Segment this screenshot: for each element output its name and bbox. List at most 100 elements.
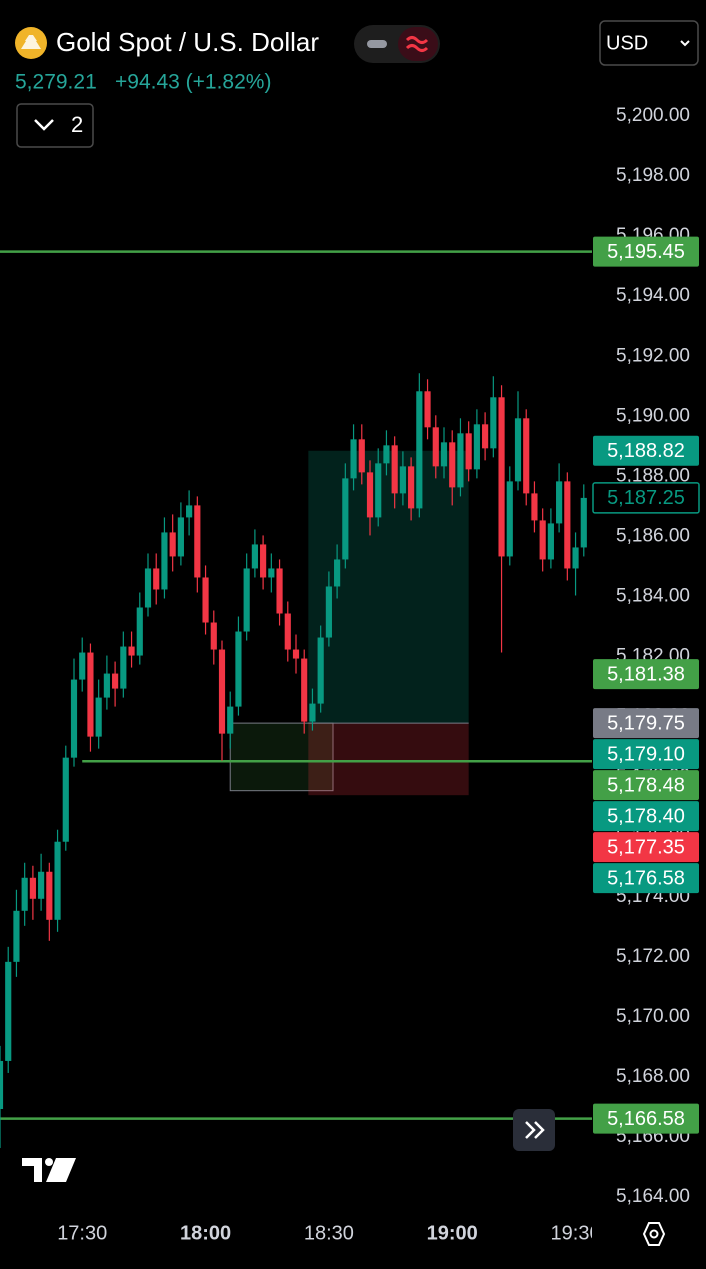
candle-body	[317, 637, 324, 704]
x-tick-label: 18:00	[180, 1222, 231, 1244]
candle-body	[325, 586, 332, 638]
currency-label: USD	[606, 32, 648, 54]
candle-body	[473, 424, 480, 470]
candle-body	[334, 559, 341, 587]
candle-body	[539, 520, 546, 560]
price-tag	[593, 770, 699, 801]
y-tick-label: 5,188.00	[616, 465, 690, 486]
candle-body	[424, 391, 431, 428]
y-tick-label: 5,198.00	[616, 165, 690, 186]
candle-body	[284, 613, 291, 650]
currency-select[interactable]	[599, 20, 699, 66]
x-axis: 17:30 18:00 18:30 19:00 19:30	[57, 1222, 601, 1244]
candle-body	[153, 568, 160, 590]
candle-body	[383, 445, 390, 464]
profit-zone	[308, 450, 469, 724]
price-tag-label: 5,195.45	[607, 241, 685, 263]
status-market	[367, 40, 387, 48]
candle-body	[202, 577, 209, 623]
candle-body	[0, 1060, 4, 1109]
y-tick-label: 5,192.00	[616, 345, 690, 366]
candle-body	[70, 679, 78, 758]
candle-body	[342, 478, 349, 560]
candle-body	[399, 466, 406, 494]
price-tag-label: 5,166.58	[607, 1108, 685, 1130]
y-tick-label: 5,168.00	[616, 1066, 690, 1087]
candle-body	[375, 463, 382, 518]
x-tick-label: 19:30	[551, 1222, 601, 1244]
price-tag	[592, 482, 700, 514]
drawings	[0, 250, 592, 1120]
candle-body	[87, 652, 94, 737]
double-chevron	[525, 1121, 545, 1139]
price-tag	[593, 659, 699, 690]
price-change: +94.43 (+1.82%)	[115, 71, 271, 94]
price-tag-label: 5,176.58	[607, 867, 685, 889]
candle-body	[498, 397, 505, 557]
candle-body	[62, 757, 69, 842]
candle-body	[580, 497, 587, 548]
price-tag-label: 5,177.35	[607, 836, 685, 858]
candles	[0, 373, 587, 1149]
price-tag	[593, 236, 699, 267]
candle-body	[309, 703, 316, 722]
candle-body	[5, 961, 12, 1061]
indicator-count: 2	[71, 112, 83, 137]
price-tag	[593, 832, 699, 863]
candle-body	[243, 568, 250, 632]
price-tag	[593, 739, 699, 770]
candle-body	[235, 631, 242, 707]
candle-body	[218, 649, 226, 734]
candle-body	[358, 439, 365, 473]
y-tick-label: 5,190.00	[616, 405, 690, 426]
candle-body	[572, 547, 579, 569]
candle-body	[490, 397, 497, 449]
candle-body	[531, 493, 538, 521]
candle-body	[210, 622, 217, 650]
y-tick-label: 5,184.00	[616, 586, 690, 607]
price-tags: 5,195.45 5,188.82 5,187.25 5,181.38 5,179.75…	[592, 236, 700, 1134]
candle-body	[186, 505, 193, 518]
status-delay	[398, 27, 438, 61]
logo-dot	[45, 1158, 53, 1166]
price-tag-label: 5,179.75	[607, 712, 685, 734]
candle-body	[29, 877, 36, 899]
candle-body	[391, 445, 398, 494]
candle-body	[506, 481, 513, 557]
settings-button[interactable]	[642, 1222, 666, 1246]
price-tag	[593, 863, 699, 894]
caret-icon	[680, 40, 690, 47]
footer	[22, 1109, 666, 1246]
y-tick-label: 5,194.00	[616, 285, 690, 306]
candle-body	[432, 427, 439, 467]
candle-body	[21, 877, 28, 911]
candle-body	[54, 841, 61, 920]
candle-body	[260, 544, 267, 578]
y-tick-label: 5,200.00	[616, 105, 690, 126]
loss-zone	[308, 723, 469, 796]
header: Gold Spot / U.S. Dollar 5,279.21 +94.43 …	[15, 20, 699, 148]
candle-body	[276, 568, 283, 614]
indicators-toggle[interactable]	[16, 103, 94, 148]
candle-body	[251, 544, 258, 569]
x-tick-label: 17:30	[57, 1222, 107, 1244]
candle-body	[523, 418, 530, 494]
candle-body	[103, 673, 110, 698]
candle-body	[292, 649, 300, 659]
last-price: 5,279.21	[15, 71, 97, 94]
y-tick-label: 5,186.00	[616, 525, 690, 546]
candle-body	[13, 910, 20, 962]
y-tick-label: 5,170.00	[616, 1006, 690, 1027]
candle-body	[408, 466, 415, 509]
range-box	[229, 722, 334, 792]
price-tag-label: 5,178.48	[607, 774, 685, 796]
candle-body	[465, 433, 472, 470]
price-tag	[593, 1103, 699, 1134]
candle-body	[301, 658, 308, 722]
symbol-title: Gold Spot / U.S. Dollar	[56, 27, 319, 57]
candle-body	[457, 433, 464, 488]
candle-body	[449, 442, 456, 488]
candle-body	[112, 673, 119, 689]
candle-body	[128, 646, 135, 656]
candle-body	[564, 481, 571, 569]
